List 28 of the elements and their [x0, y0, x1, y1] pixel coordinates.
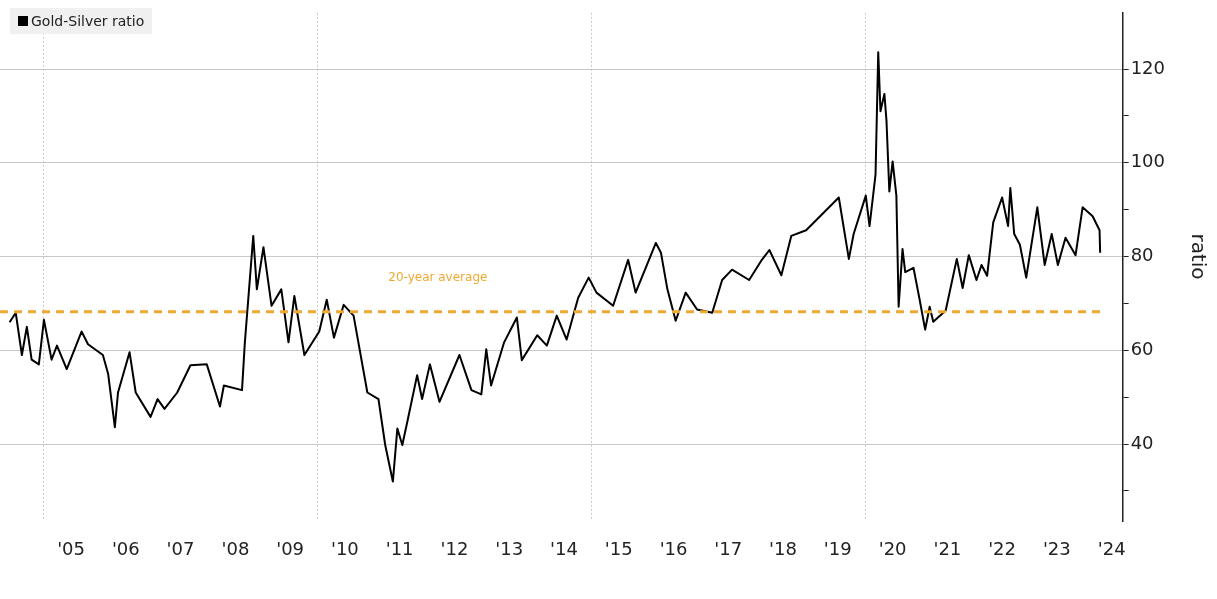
- x-tick-label: '18: [769, 537, 797, 559]
- x-tick-label: '15: [604, 537, 633, 559]
- x-tick-label: '19: [823, 537, 852, 559]
- x-tick-label: '13: [495, 537, 524, 559]
- x-tick-label: '23: [1042, 537, 1071, 559]
- x-tick-label: '20: [878, 537, 907, 559]
- ref-line-label: 20-year average: [388, 269, 488, 284]
- y-tick-label: 120: [1130, 56, 1165, 78]
- y-tick-label: 80: [1130, 244, 1154, 266]
- x-tick-label: '16: [659, 537, 688, 559]
- x-tick-label: '22: [988, 537, 1017, 559]
- x-tick-label: '09: [276, 537, 305, 559]
- x-tick-label: '05: [57, 537, 85, 559]
- x-tick-label: '06: [111, 537, 140, 559]
- y-axis-title: ratio: [1186, 233, 1211, 280]
- x-tick-label: '07: [166, 537, 195, 559]
- x-tick-label: '14: [550, 537, 578, 559]
- x-tick-label: '08: [221, 537, 250, 559]
- y-tick-label: 40: [1130, 431, 1154, 453]
- x-tick-label: '12: [440, 537, 469, 559]
- x-tick-label: '10: [330, 537, 359, 559]
- x-tick-label: '21: [933, 537, 962, 559]
- y-tick-label: 100: [1130, 150, 1165, 172]
- legend-label: Gold-Silver ratio: [31, 13, 145, 29]
- x-tick-label: '17: [714, 537, 743, 559]
- x-tick-label: '11: [385, 537, 414, 559]
- x-tick-label: '24: [1097, 537, 1126, 559]
- y-tick-label: 60: [1130, 337, 1154, 359]
